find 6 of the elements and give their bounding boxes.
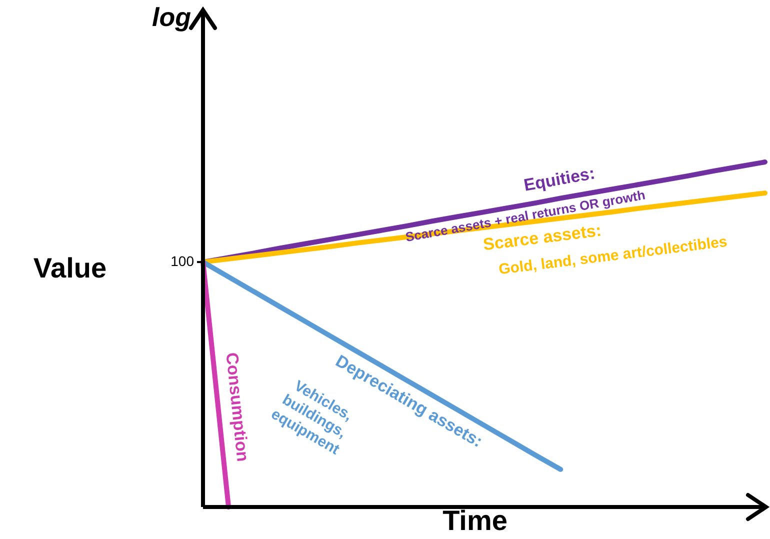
text: 100 bbox=[170, 252, 194, 269]
text: Consumption bbox=[222, 352, 252, 463]
text: Equities: bbox=[522, 164, 596, 195]
text: log bbox=[152, 2, 192, 32]
y-axis-title: Value bbox=[33, 252, 107, 284]
x-axis-title: Time bbox=[442, 505, 508, 536]
